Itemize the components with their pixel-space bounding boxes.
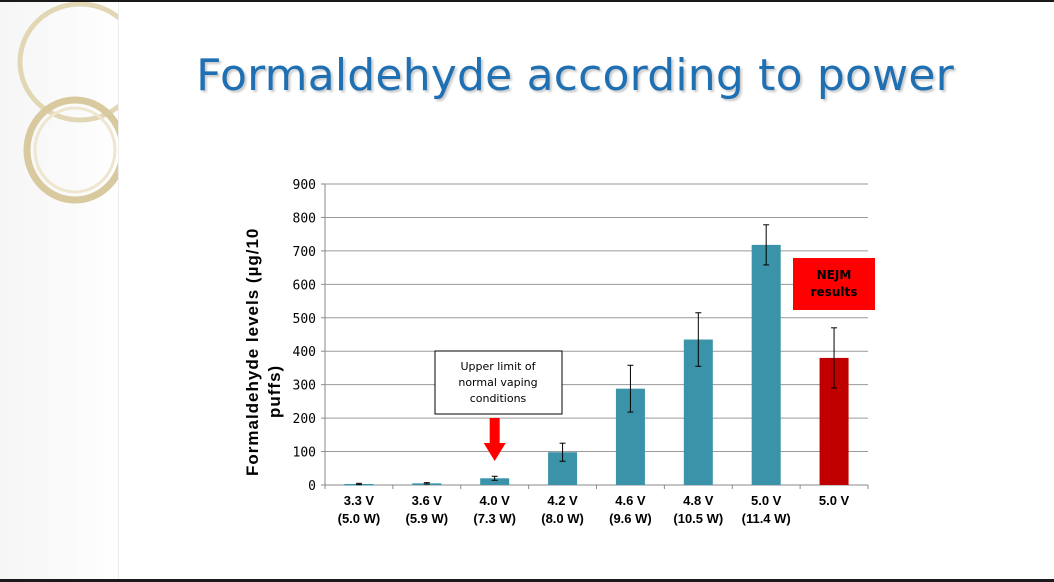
x-tick-label: (9.6 W) xyxy=(609,511,652,526)
x-tick-label: 5.0 V xyxy=(751,493,782,508)
x-tick-label: 3.6 V xyxy=(412,493,443,508)
x-tick-label: (5.0 W) xyxy=(338,511,381,526)
bar xyxy=(751,244,781,485)
x-tick-label: (11.4 W) xyxy=(742,511,791,526)
x-tick-label: 4.0 V xyxy=(480,493,511,508)
callout-text: conditions xyxy=(470,392,527,405)
red-arrow-head xyxy=(483,443,506,461)
nejm-results-text: NEJM xyxy=(817,268,852,282)
window-top-border xyxy=(0,0,1054,2)
y-tick-label: 300 xyxy=(293,379,316,394)
callout-text: normal vaping xyxy=(458,376,537,389)
upper-limit-callout xyxy=(434,350,563,415)
nejm-results-text: results xyxy=(811,285,858,299)
y-axis-label: puffs) xyxy=(265,365,284,418)
callout-text: Upper limit of xyxy=(460,360,536,373)
slide-title: Formaldehyde according to power xyxy=(196,50,954,101)
x-tick-label: 4.6 V xyxy=(615,493,646,508)
y-tick-label: 700 xyxy=(293,245,316,260)
x-tick-label: 4.8 V xyxy=(683,493,714,508)
ring-shape xyxy=(33,106,117,194)
red-arrow-shaft xyxy=(489,418,500,444)
nejm-results-box xyxy=(793,258,875,310)
y-axis-label: Formaldehyde levels (µg/10 xyxy=(243,228,262,476)
x-tick-label: 3.3 V xyxy=(344,493,375,508)
y-tick-label: 100 xyxy=(293,446,316,461)
x-tick-label: (5.9 W) xyxy=(406,511,449,526)
x-tick-label: (7.3 W) xyxy=(473,511,516,526)
y-tick-label: 500 xyxy=(293,312,316,327)
y-tick-label: 200 xyxy=(293,412,316,427)
y-tick-label: 400 xyxy=(293,345,316,360)
x-tick-label: (10.5 W) xyxy=(673,511,723,526)
y-tick-label: 0 xyxy=(308,479,316,494)
x-tick-label: 4.2 V xyxy=(547,493,578,508)
slide-decoration-panel xyxy=(0,1,143,579)
y-tick-label: 800 xyxy=(293,211,316,226)
y-tick-label: 600 xyxy=(293,278,316,293)
bar xyxy=(480,478,510,485)
x-tick-label: 5.0 V xyxy=(819,493,850,508)
x-tick-label: (8.0 W) xyxy=(541,511,584,526)
window-bottom-border xyxy=(0,579,1054,582)
y-tick-label: 900 xyxy=(293,178,316,193)
